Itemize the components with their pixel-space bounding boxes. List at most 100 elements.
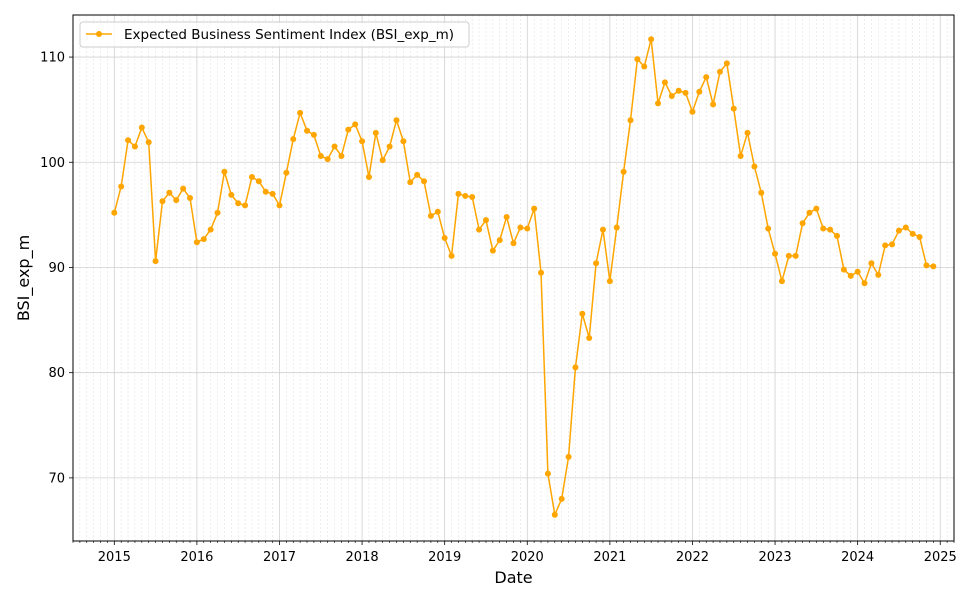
data-point <box>889 241 896 248</box>
data-point <box>641 63 648 70</box>
data-point <box>806 209 813 216</box>
y-tick-label: 100 <box>40 156 65 171</box>
data-point <box>235 200 242 207</box>
data-point <box>400 138 407 145</box>
data-point <box>221 168 228 175</box>
data-point <box>269 190 276 197</box>
data-point <box>792 252 799 259</box>
data-point <box>489 247 496 254</box>
data-point <box>441 235 448 242</box>
data-point <box>304 127 311 134</box>
data-point <box>606 278 613 285</box>
data-point <box>496 237 503 244</box>
legend: Expected Business Sentiment Index (BSI_e… <box>79 21 470 48</box>
data-point <box>627 117 634 124</box>
x-tick-label: 2025 <box>924 550 957 565</box>
data-point <box>180 185 187 192</box>
y-tick-label: 70 <box>48 471 65 486</box>
data-point <box>778 278 785 285</box>
data-point <box>813 205 820 212</box>
data-point <box>620 168 627 175</box>
data-point <box>448 252 455 259</box>
data-point <box>820 225 827 232</box>
x-tick-label: 2022 <box>676 550 709 565</box>
data-point <box>393 117 400 124</box>
data-point <box>544 470 551 477</box>
data-point <box>710 101 717 108</box>
data-point <box>290 136 297 143</box>
data-point <box>434 208 441 215</box>
data-point <box>716 68 723 75</box>
data-point <box>675 87 682 94</box>
data-point <box>579 310 586 317</box>
data-point <box>730 105 737 112</box>
data-point <box>682 89 689 96</box>
data-point <box>895 227 902 234</box>
data-point <box>214 209 221 216</box>
x-axis: 2015 2016 2017 2018 2019 2020 2021 2022 2023 2024… <box>72 541 957 565</box>
x-tick-label: 2021 <box>593 550 626 565</box>
data-point <box>414 171 421 178</box>
data-point <box>242 202 249 209</box>
data-point <box>916 233 923 240</box>
data-point <box>785 252 792 259</box>
data-point <box>482 217 489 224</box>
plot-area <box>72 14 955 542</box>
data-point <box>455 190 462 197</box>
data-point <box>372 129 379 136</box>
x-tick-label: 2016 <box>180 550 213 565</box>
data-point <box>352 121 359 128</box>
data-point <box>737 152 744 159</box>
series-line <box>113 38 934 516</box>
data-point <box>875 271 882 278</box>
data-point <box>276 202 283 209</box>
data-point <box>696 88 703 95</box>
data-point <box>689 108 696 115</box>
data-point <box>476 226 483 233</box>
data-point <box>565 453 572 460</box>
data-point <box>703 74 710 81</box>
data-point <box>138 124 145 131</box>
y-tick-label: 80 <box>48 366 65 381</box>
legend-box <box>79 21 470 48</box>
x-tick-label: 2018 <box>346 550 379 565</box>
major-gridlines <box>73 15 954 541</box>
y-axis: 70 80 90 100 110 <box>40 51 73 486</box>
data-point <box>613 224 620 231</box>
data-point <box>634 56 641 63</box>
data-point <box>359 138 366 145</box>
x-axis-title: Date <box>494 568 532 587</box>
data-point <box>338 152 345 159</box>
data-point <box>421 178 428 185</box>
data-point <box>386 143 393 150</box>
data-point <box>365 174 372 181</box>
minor-gridlines <box>72 15 955 541</box>
data-point <box>324 156 331 163</box>
data-point <box>599 226 606 233</box>
data-point <box>882 242 889 249</box>
data-point <box>427 212 434 219</box>
data-point <box>723 60 730 67</box>
data-point <box>159 198 166 205</box>
data-point <box>187 195 194 202</box>
data-point <box>524 225 531 232</box>
x-tick-label: 2020 <box>511 550 544 565</box>
legend-marker-swatch <box>96 31 102 37</box>
y-tick-label: 110 <box>40 51 65 66</box>
data-point <box>655 100 662 107</box>
data-point <box>228 191 235 198</box>
data-point <box>503 213 510 220</box>
legend-label: Expected Business Sentiment Index (BSI_e… <box>124 27 454 43</box>
y-tick-label: 90 <box>48 261 65 276</box>
data-point <box>558 495 565 502</box>
x-tick-label: 2019 <box>428 550 461 565</box>
data-point <box>868 260 875 267</box>
x-tick-label: 2023 <box>759 550 792 565</box>
data-point <box>111 209 118 216</box>
data-point <box>310 131 317 138</box>
data-point <box>345 126 352 133</box>
data-point <box>407 179 414 186</box>
data-point <box>758 189 765 196</box>
data-point <box>145 139 152 146</box>
series-layer <box>111 36 937 518</box>
